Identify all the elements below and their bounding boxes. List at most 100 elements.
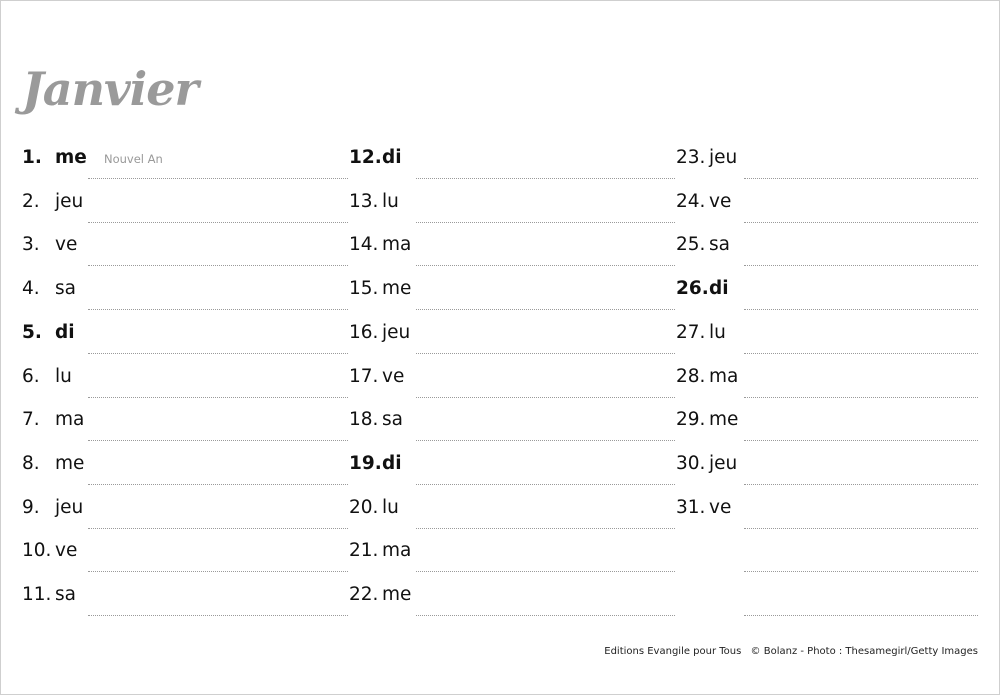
writing-line[interactable]: [88, 309, 348, 311]
day-number: 23.: [676, 147, 706, 168]
day-number: 20.: [349, 496, 379, 518]
writing-line[interactable]: [744, 178, 978, 179]
day-number: 12.: [349, 147, 382, 168]
weekday-label: sa: [382, 409, 403, 431]
day-number: 19.: [349, 452, 382, 474]
weekday-label: me: [55, 452, 85, 474]
writing-line[interactable]: [744, 527, 978, 529]
weekday-label: lu: [709, 321, 726, 343]
writing-line[interactable]: [88, 352, 348, 354]
weekday-label: di: [709, 278, 729, 300]
writing-line[interactable]: [416, 178, 675, 179]
writing-line[interactable]: [88, 221, 348, 223]
weekday-label: ve: [709, 496, 732, 518]
writing-line[interactable]: [88, 440, 348, 442]
credits-text: © Bolanz - Photo : Thesamegirl/Getty Ima…: [750, 646, 978, 657]
weekday-label: sa: [709, 234, 730, 256]
publisher-text: Editions Evangile pour Tous: [604, 646, 742, 657]
writing-line[interactable]: [416, 396, 675, 398]
day-number: 8.: [22, 452, 40, 474]
writing-line[interactable]: [416, 615, 675, 616]
writing-line[interactable]: [88, 265, 348, 267]
weekday-label: di: [382, 147, 402, 168]
weekday-label: me: [382, 584, 412, 605]
day-number: 4.: [22, 278, 40, 300]
weekday-label: me: [55, 147, 87, 168]
day-number: 24.: [676, 190, 706, 212]
day-number: 16.: [349, 321, 379, 343]
weekday-label: me: [382, 278, 412, 300]
weekday-label: ve: [55, 540, 78, 562]
day-number: 14.: [349, 234, 379, 256]
weekday-label: sa: [55, 278, 76, 300]
writing-line[interactable]: [416, 483, 675, 485]
day-number: 2.: [22, 190, 40, 212]
day-number: 5.: [22, 321, 42, 343]
day-number: 28.: [676, 365, 706, 387]
day-number: 31.: [676, 496, 706, 518]
weekday-label: ma: [709, 365, 739, 387]
weekday-label: jeu: [709, 452, 738, 474]
writing-line[interactable]: [744, 309, 978, 311]
weekday-label: ma: [382, 234, 412, 256]
writing-line[interactable]: [744, 483, 978, 485]
footer-credits: Editions Evangile pour Tous © Bolanz - P…: [598, 646, 978, 657]
weekday-label: lu: [55, 365, 72, 387]
day-number: 30.: [676, 452, 706, 474]
weekday-label: ma: [55, 409, 85, 431]
day-number: 1.: [22, 147, 42, 168]
day-number: 21.: [349, 540, 379, 562]
day-number: 26.: [676, 278, 709, 300]
weekday-label: me: [709, 409, 739, 431]
day-number: 9.: [22, 496, 40, 518]
writing-line[interactable]: [88, 571, 348, 573]
writing-line[interactable]: [416, 221, 675, 223]
weekday-label: ve: [55, 234, 78, 256]
day-number: 3.: [22, 234, 40, 256]
writing-line[interactable]: [416, 571, 675, 573]
writing-line[interactable]: [744, 352, 978, 354]
weekday-label: sa: [55, 584, 76, 605]
writing-line[interactable]: [88, 483, 348, 485]
day-number: 27.: [676, 321, 706, 343]
writing-line[interactable]: [744, 440, 978, 442]
writing-line[interactable]: [416, 309, 675, 311]
day-number: 18.: [349, 409, 379, 431]
month-title: Janvier: [22, 62, 199, 116]
writing-line[interactable]: [744, 615, 978, 616]
weekday-label: jeu: [382, 321, 411, 343]
writing-line[interactable]: [416, 440, 675, 442]
writing-line[interactable]: [416, 352, 675, 354]
weekday-label: ma: [382, 540, 412, 562]
writing-line[interactable]: [416, 265, 675, 267]
day-number: 17.: [349, 365, 379, 387]
holiday-note: Nouvel An: [104, 152, 163, 166]
writing-line[interactable]: [744, 221, 978, 223]
weekday-label: jeu: [55, 190, 84, 212]
day-number: 7.: [22, 409, 40, 431]
writing-line[interactable]: [416, 527, 675, 529]
writing-line[interactable]: [744, 265, 978, 267]
day-number: 29.: [676, 409, 706, 431]
writing-line[interactable]: [744, 571, 978, 573]
day-number: 13.: [349, 190, 379, 212]
writing-line[interactable]: [88, 527, 348, 529]
writing-line[interactable]: [744, 396, 978, 398]
weekday-label: jeu: [55, 496, 84, 518]
writing-line[interactable]: [88, 615, 348, 616]
day-number: 6.: [22, 365, 40, 387]
weekday-label: di: [55, 321, 75, 343]
weekday-label: ve: [709, 190, 732, 212]
weekday-label: jeu: [709, 147, 738, 168]
day-number: 25.: [676, 234, 706, 256]
day-number: 11.: [22, 584, 52, 605]
day-number: 10.: [22, 540, 52, 562]
weekday-label: lu: [382, 496, 399, 518]
day-number: 22.: [349, 584, 379, 605]
day-number: 15.: [349, 278, 379, 300]
weekday-label: ve: [382, 365, 405, 387]
weekday-label: lu: [382, 190, 399, 212]
writing-line[interactable]: [88, 178, 348, 179]
writing-line[interactable]: [88, 396, 348, 398]
weekday-label: di: [382, 452, 402, 474]
